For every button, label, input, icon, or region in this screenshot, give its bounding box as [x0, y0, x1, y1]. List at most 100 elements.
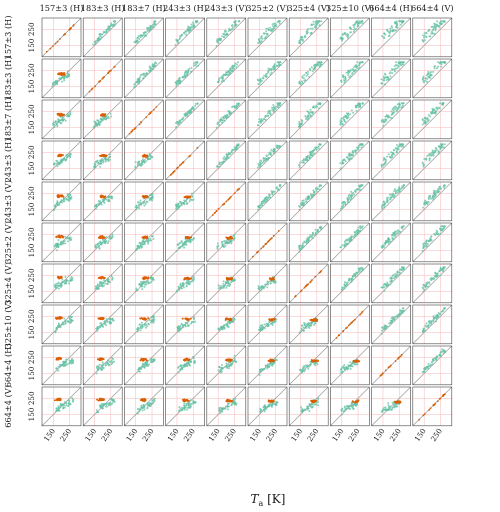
scatter-point — [227, 115, 230, 118]
scatter-point — [276, 144, 279, 147]
scatter-point — [272, 234, 275, 237]
scatter-point — [227, 284, 230, 287]
scatter-point — [175, 289, 178, 292]
column-header: 183±3 (H) — [81, 3, 125, 13]
scatter-point — [143, 196, 146, 199]
scatter-point — [185, 317, 188, 320]
scatter-point — [230, 112, 233, 115]
scatter-point — [147, 282, 150, 285]
scatter-point — [345, 71, 348, 74]
points — [124, 100, 164, 139]
scatter-point — [424, 284, 427, 287]
scatter-point — [310, 196, 313, 199]
scatter-point — [94, 287, 97, 290]
scatter-point — [381, 207, 384, 210]
scatter-point — [348, 26, 351, 29]
scatter-point — [423, 288, 426, 291]
points — [83, 18, 123, 57]
panel-r0-c7 — [330, 17, 370, 58]
scatter-point — [426, 77, 429, 80]
panel-r0-c3 — [165, 17, 205, 58]
scatter-point — [383, 204, 386, 207]
points — [289, 59, 329, 98]
scatter-point — [421, 249, 424, 252]
panel-frame — [288, 222, 329, 263]
scatter-point — [100, 157, 103, 160]
scatter-point — [351, 195, 354, 198]
scatter-point — [266, 286, 269, 289]
scatter-point — [64, 322, 67, 325]
panel-frame — [165, 181, 205, 222]
scatter-point — [60, 316, 63, 319]
scatter-point — [59, 159, 62, 162]
scatter-point — [59, 243, 62, 246]
scatter-point — [62, 72, 65, 75]
points — [330, 141, 370, 180]
column-header: 157±3 (H) — [40, 3, 84, 13]
scatter-point — [189, 241, 192, 244]
scatter-point — [298, 166, 301, 169]
scatter-point — [269, 109, 272, 112]
scatter-point — [360, 185, 363, 188]
scatter-point — [346, 113, 349, 116]
scatter-point — [98, 282, 101, 285]
scatter-point — [272, 103, 275, 106]
scatter-point — [187, 324, 190, 327]
points — [330, 100, 370, 139]
scatter-point — [54, 120, 57, 123]
scatter-point — [191, 21, 194, 24]
points — [289, 18, 329, 57]
scatter-point — [102, 195, 105, 198]
scatter-point — [422, 245, 425, 248]
scatter-point — [353, 70, 356, 73]
scatter-point — [265, 154, 268, 157]
scatter-point — [274, 105, 277, 108]
scatter-point — [423, 34, 426, 37]
points — [83, 182, 123, 221]
scatter-point — [316, 146, 319, 149]
scatter-point — [96, 119, 99, 122]
scatter-point — [215, 165, 218, 168]
scatter-point — [183, 113, 186, 116]
scatter-point — [218, 161, 221, 164]
scatter-point — [317, 147, 320, 150]
scatter-point — [426, 154, 429, 157]
scatter-point — [53, 126, 56, 129]
scatter-point — [383, 37, 386, 40]
scatter-point — [298, 206, 301, 209]
scatter-point — [400, 20, 403, 23]
scatter-point — [146, 27, 149, 30]
scatter-point — [433, 275, 436, 278]
scatter-point — [138, 207, 141, 210]
scatter-point — [235, 107, 238, 110]
points — [42, 305, 81, 344]
scatter-point — [99, 120, 102, 123]
scatter-point — [383, 83, 386, 86]
scatter-point — [383, 286, 386, 289]
scatter-point — [352, 30, 355, 33]
points — [83, 141, 123, 180]
scatter-point — [235, 63, 238, 66]
scatter-point — [96, 159, 99, 162]
scatter-point — [217, 284, 220, 287]
scatter-point — [396, 67, 399, 70]
scatter-point — [54, 331, 57, 334]
scatter-point — [395, 230, 398, 233]
scatter-point — [97, 121, 100, 124]
scatter-point — [348, 239, 351, 242]
points — [124, 305, 164, 344]
points — [330, 182, 370, 221]
scatter-point — [191, 107, 194, 110]
scatter-point — [439, 61, 442, 64]
scatter-point — [430, 152, 433, 155]
scatter-point — [423, 39, 426, 42]
scatter-point — [383, 77, 386, 80]
panel-frame — [124, 99, 164, 140]
scatter-point — [384, 120, 387, 123]
scatter-point — [271, 323, 274, 326]
scatter-point — [235, 146, 238, 149]
scatter-point — [64, 119, 67, 122]
scatter-point — [347, 201, 350, 204]
scatter-point — [56, 200, 59, 203]
scatter-point — [49, 47, 52, 50]
